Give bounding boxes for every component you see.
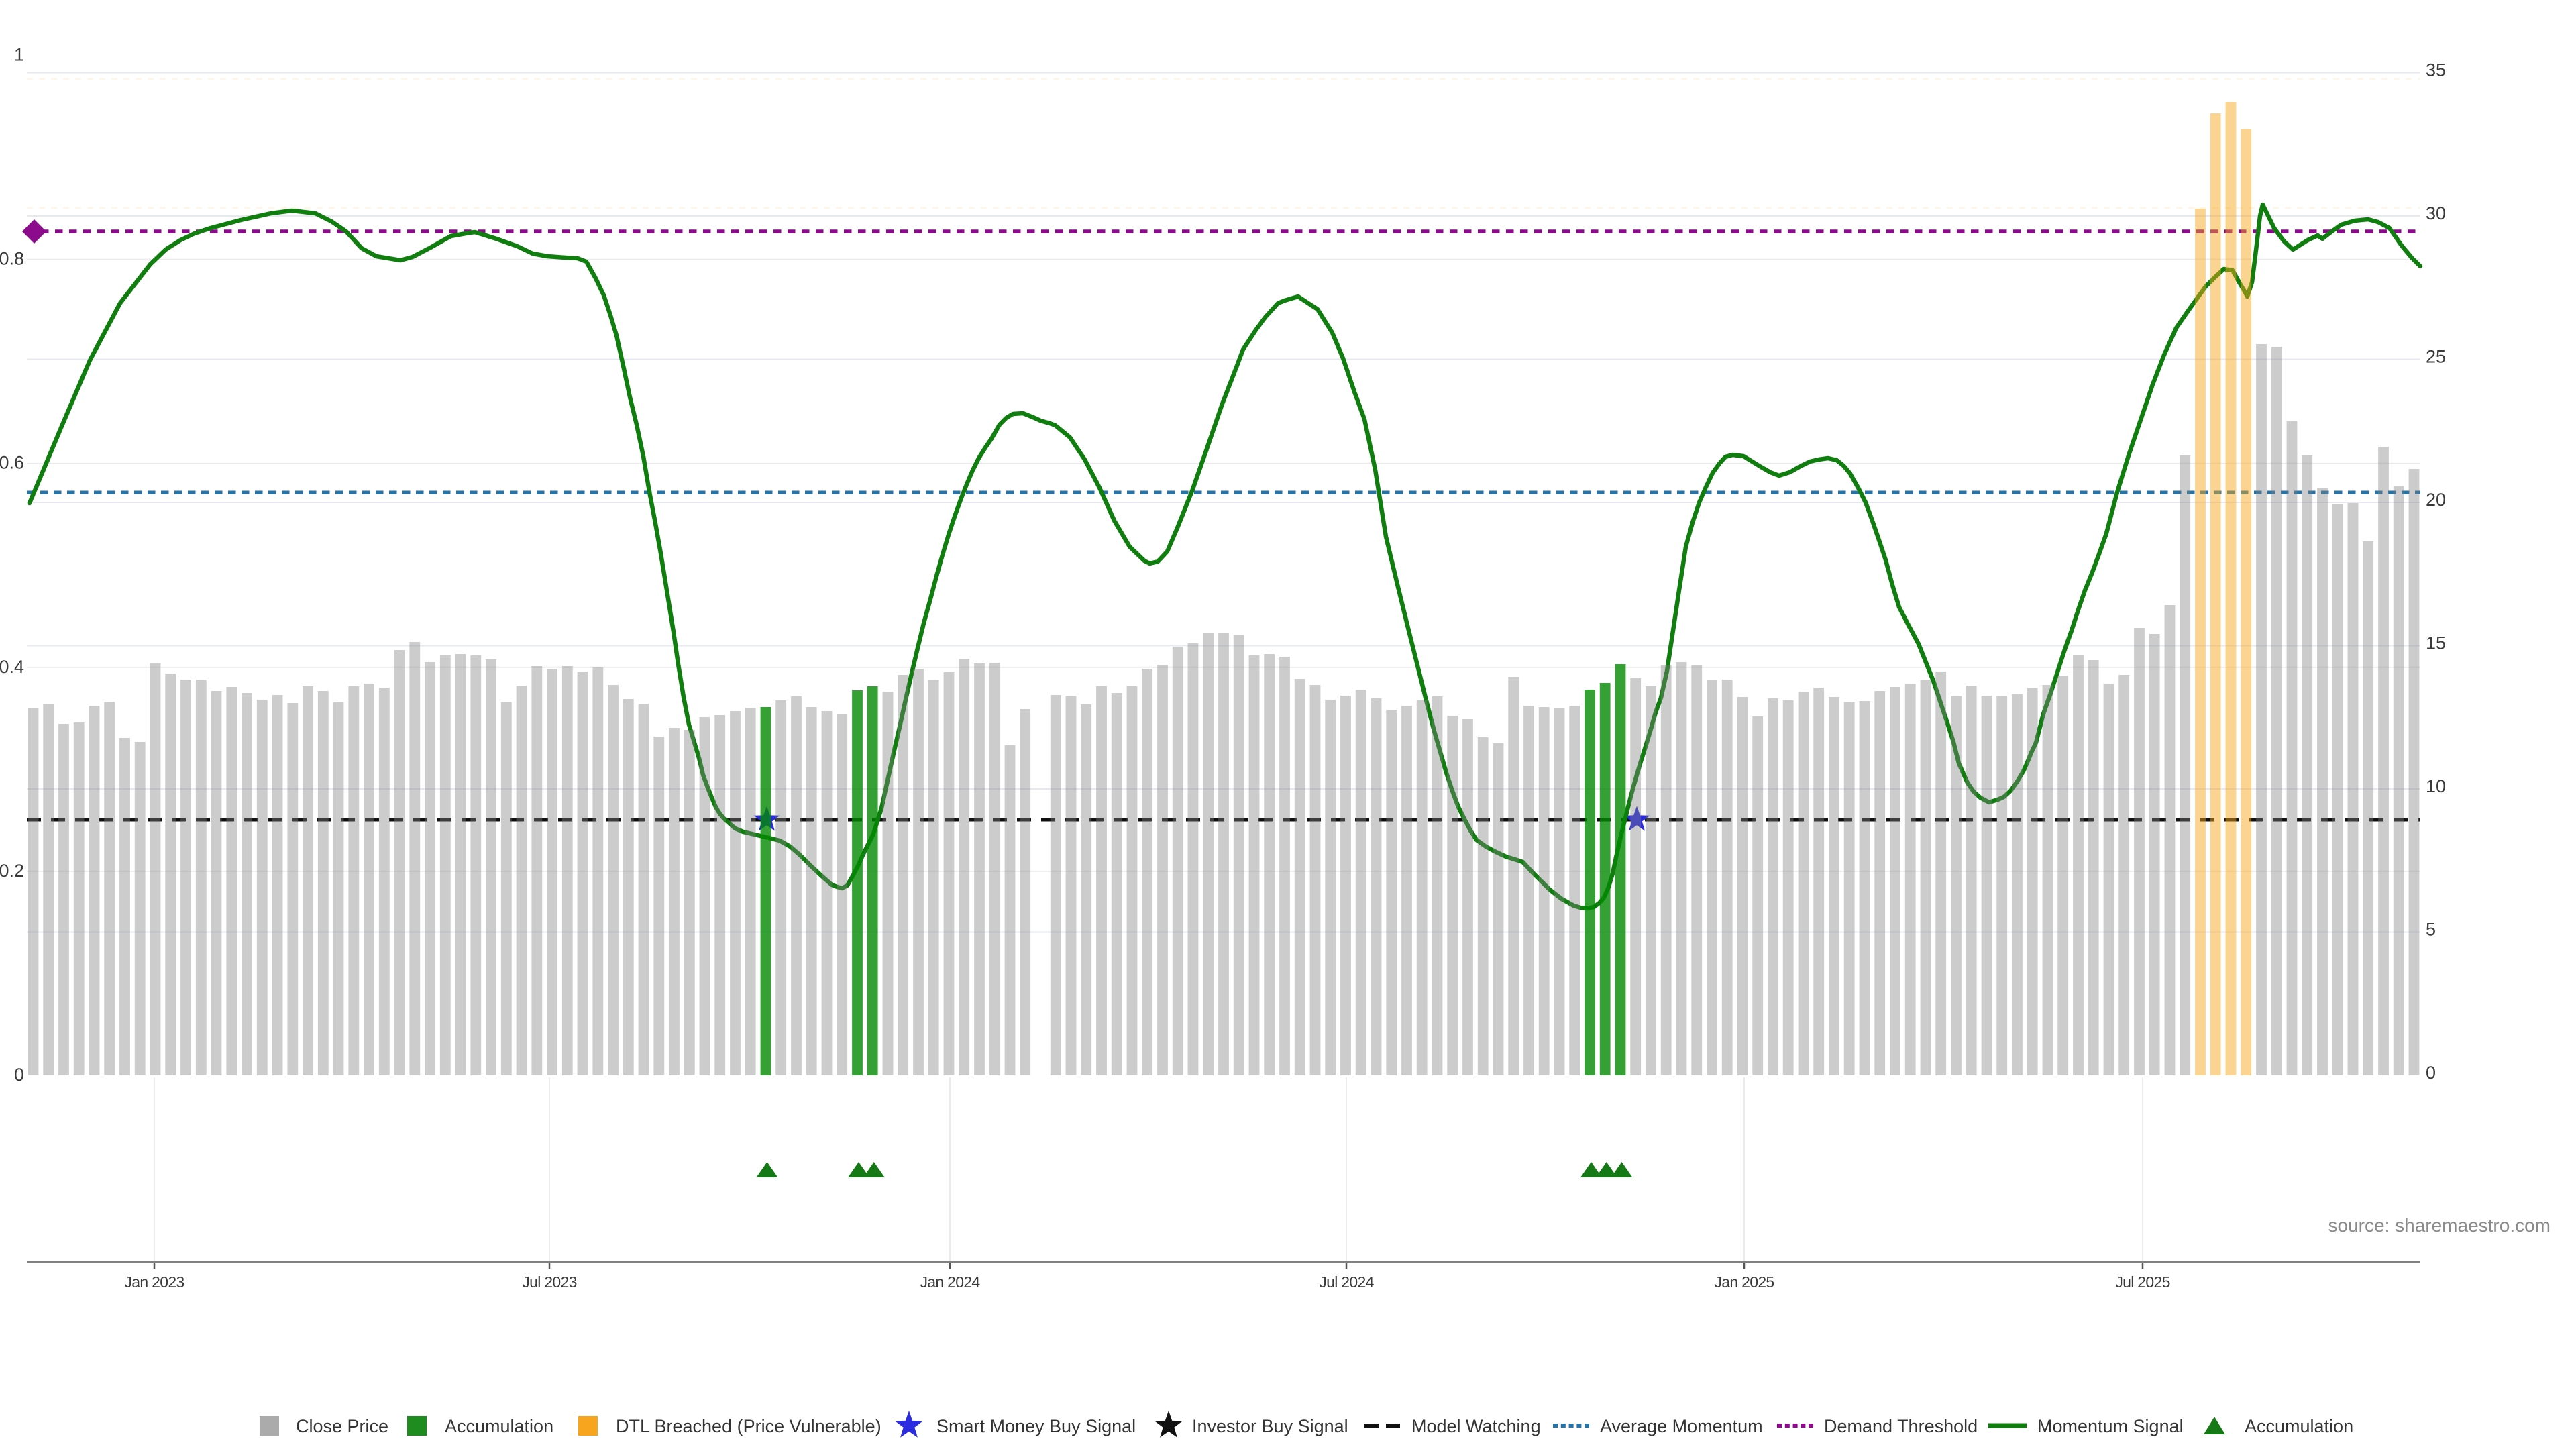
svg-text:0: 0 <box>14 1065 24 1085</box>
svg-text:source: sharemaestro.com: source: sharemaestro.com <box>2328 1215 2551 1236</box>
svg-text:1: 1 <box>14 45 24 65</box>
svg-text:Accumulation: Accumulation <box>2245 1416 2353 1436</box>
svg-text:15: 15 <box>2426 633 2446 653</box>
svg-text:25: 25 <box>2426 347 2446 367</box>
svg-text:Jul 2023: Jul 2023 <box>522 1273 576 1291</box>
svg-text:0.8: 0.8 <box>0 249 24 269</box>
svg-text:Close Price: Close Price <box>296 1416 388 1436</box>
svg-text:Average Momentum: Average Momentum <box>1600 1416 1763 1436</box>
svg-text:10: 10 <box>2426 776 2446 796</box>
svg-text:0.6: 0.6 <box>0 453 24 473</box>
svg-text:Jan 2023: Jan 2023 <box>124 1273 184 1291</box>
svg-text:Model Watching: Model Watching <box>1411 1416 1541 1436</box>
svg-text:Smart Money Buy Signal: Smart Money Buy Signal <box>936 1416 1136 1436</box>
svg-text:20: 20 <box>2426 490 2446 510</box>
svg-text:Jul 2025: Jul 2025 <box>2115 1273 2169 1291</box>
svg-text:Jan 2025: Jan 2025 <box>1714 1273 1774 1291</box>
svg-text:Jul 2024: Jul 2024 <box>1319 1273 1374 1291</box>
svg-text:Accumulation: Accumulation <box>445 1416 553 1436</box>
svg-text:Demand Threshold: Demand Threshold <box>1824 1416 1978 1436</box>
svg-text:5: 5 <box>2426 920 2436 940</box>
svg-text:Jan 2024: Jan 2024 <box>920 1273 980 1291</box>
svg-text:Investor Buy Signal: Investor Buy Signal <box>1192 1416 1348 1436</box>
svg-text:30: 30 <box>2426 203 2446 223</box>
svg-text:0: 0 <box>2426 1063 2436 1083</box>
svg-text:DTL Breached (Price Vulnerable: DTL Breached (Price Vulnerable) <box>616 1416 881 1436</box>
svg-text:35: 35 <box>2426 60 2446 80</box>
svg-text:0.2: 0.2 <box>0 861 24 881</box>
svg-text:0.4: 0.4 <box>0 657 24 677</box>
svg-text:Momentum Signal: Momentum Signal <box>2037 1416 2184 1436</box>
